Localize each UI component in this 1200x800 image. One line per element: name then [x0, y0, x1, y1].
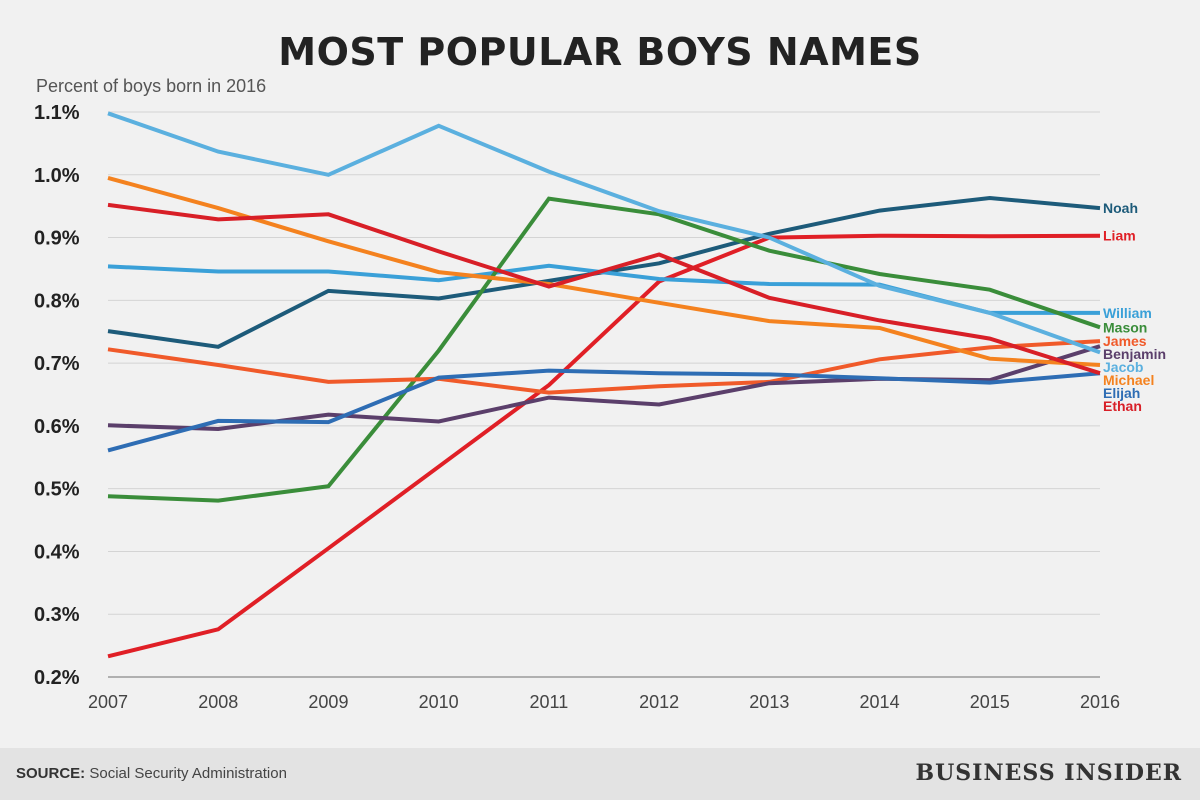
- y-tick-label: 0.4%: [34, 541, 80, 563]
- y-tick-label: 1.0%: [34, 165, 80, 187]
- y-tick-label: 0.7%: [34, 353, 80, 375]
- brand-logo: BUSINESS INSIDER: [915, 760, 1182, 786]
- y-tick-label: 0.3%: [34, 604, 80, 626]
- series-label-james: James: [1103, 333, 1147, 349]
- x-tick-label: 2009: [308, 692, 348, 712]
- x-tick-label: 2007: [88, 692, 128, 712]
- series-line-mason: [107, 196, 1101, 503]
- series-label-ethan: Ethan: [1103, 398, 1142, 414]
- series-label-william: William: [1103, 305, 1152, 321]
- x-tick-label: 2015: [970, 692, 1010, 712]
- series-line-jacob: [107, 111, 1101, 355]
- x-tick-label: 2012: [639, 692, 679, 712]
- series-label-liam: Liam: [1103, 228, 1136, 244]
- series-label-benjamin: Benjamin: [1103, 346, 1166, 362]
- y-tick-label: 0.5%: [34, 479, 80, 501]
- series-label-noah: Noah: [1103, 200, 1138, 216]
- chart-title: MOST POPULAR BOYS NAMES: [278, 30, 922, 74]
- series-label-mason: Mason: [1103, 319, 1147, 335]
- series-line-william: [107, 263, 1100, 315]
- series-label-jacob: Jacob: [1103, 359, 1143, 375]
- x-tick-label: 2014: [860, 692, 900, 712]
- footer-bar: SOURCE: Social Security Administration B…: [0, 748, 1200, 800]
- x-tick-label: 2008: [198, 692, 238, 712]
- series-label-elijah: Elijah: [1103, 385, 1140, 401]
- y-tick-label: 1.1%: [34, 102, 80, 124]
- source-label: SOURCE:: [16, 765, 86, 782]
- series-line-elijah: [107, 368, 1101, 453]
- x-tick-label: 2011: [530, 692, 569, 712]
- y-tick-label: 0.8%: [34, 290, 80, 312]
- x-tick-label: 2010: [419, 692, 459, 712]
- source-text: Social Security Administration: [89, 765, 287, 782]
- series-line-michael: [107, 175, 1101, 367]
- y-tick-label: 0.6%: [34, 416, 80, 438]
- x-tick-label: 2016: [1080, 692, 1120, 712]
- series-label-michael: Michael: [1103, 372, 1154, 388]
- source-note: SOURCE: Social Security Administration: [16, 765, 287, 782]
- series-line-ethan: [107, 202, 1101, 376]
- series-line-liam: [107, 233, 1101, 659]
- x-tick-label: 2013: [749, 692, 789, 712]
- y-tick-label: 0.2%: [34, 667, 80, 689]
- series-line-james: [107, 339, 1101, 395]
- y-axis-label: Percent of boys born in 2016: [36, 76, 267, 96]
- y-tick-label: 0.9%: [34, 228, 80, 250]
